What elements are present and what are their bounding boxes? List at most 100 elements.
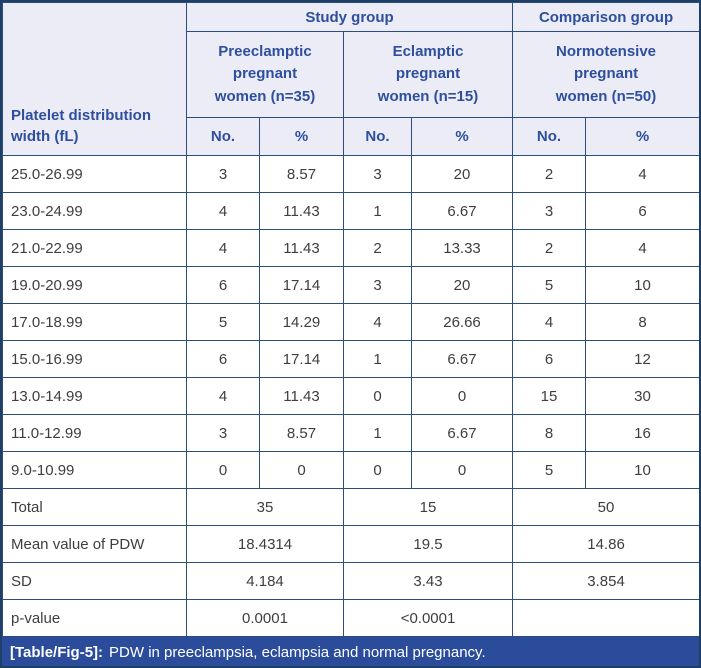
row-label: 13.0-14.99	[2, 377, 187, 415]
data-cell: 10	[585, 266, 699, 304]
data-cell: 4	[585, 229, 699, 267]
study-group-header: Study group	[185, 2, 514, 32]
data-cell: 6	[585, 192, 699, 230]
data-cell: 17.14	[259, 340, 344, 378]
data-cell: 3	[343, 266, 412, 304]
data-cell: 0	[259, 451, 344, 489]
data-cell: 11.43	[259, 192, 344, 230]
data-cell: 10	[585, 451, 699, 489]
group-header-preeclamptic: Preeclamptic pregnant women (n=35)	[186, 31, 344, 118]
data-cell: 2	[343, 229, 412, 267]
data-cell: 8.57	[259, 155, 344, 193]
row-label: 25.0-26.99	[2, 155, 187, 193]
summary-row: SD 4.184 3.43 3.854	[2, 562, 699, 600]
table-row: 17.0-18.99 5 14.29 4 26.66 4 8	[2, 303, 699, 341]
column-header-percent: %	[410, 117, 514, 156]
data-cell: 6	[512, 340, 587, 378]
summary-cell: 15	[342, 488, 514, 526]
header-row-subgroups: Preeclamptic pregnant women (n=35) Eclam…	[3, 31, 699, 118]
data-cell: 8	[512, 414, 587, 452]
pdw-table: Platelet distribution width (fL) Study g…	[2, 2, 699, 637]
data-cell: 4	[343, 303, 412, 341]
data-cell: 3	[186, 155, 260, 193]
group-header-normotensive: Normotensive pregnant women (n=50)	[512, 31, 699, 118]
table-row: 11.0-12.99 3 8.57 1 6.67 8 16	[2, 414, 699, 452]
summary-cell: 0.0001	[186, 599, 344, 637]
row-label: 11.0-12.99	[2, 414, 187, 452]
data-cell: 13.33	[410, 229, 514, 267]
data-cell: 3	[186, 414, 260, 452]
data-cell: 3	[512, 192, 587, 230]
data-cell: 0	[343, 451, 412, 489]
figure-caption: [Table/Fig-5]: PDW in preeclampsia, ecla…	[2, 637, 699, 666]
data-cell: 4	[585, 155, 699, 193]
data-cell: 17.14	[259, 266, 344, 304]
data-cell: 30	[585, 377, 699, 415]
data-cell: 6	[186, 340, 260, 378]
data-cell: 4	[186, 192, 260, 230]
data-cell: 6.67	[410, 192, 514, 230]
table-row: 21.0-22.99 4 11.43 2 13.33 2 4	[2, 229, 699, 267]
row-header-title: Platelet distribution width (fL)	[2, 2, 187, 156]
data-cell: 16	[585, 414, 699, 452]
header-row-columns: No. % No. % No. %	[3, 117, 699, 156]
data-cell: 0	[410, 377, 514, 415]
column-header-percent: %	[585, 117, 699, 156]
data-cell: 4	[186, 229, 260, 267]
row-label: 23.0-24.99	[2, 192, 187, 230]
summary-cell: 19.5	[342, 525, 514, 563]
summary-row-label: Mean value of PDW	[2, 525, 187, 563]
table-row: 19.0-20.99 6 17.14 3 20 5 10	[2, 266, 699, 304]
column-header-no: No.	[186, 117, 260, 156]
caption-tag: [Table/Fig-5]:	[10, 643, 104, 661]
data-cell: 8	[585, 303, 699, 341]
caption-text: PDW in preeclampsia, eclampsia and norma…	[109, 643, 486, 661]
data-cell: 1	[343, 192, 412, 230]
summary-cell: 3.854	[512, 562, 699, 600]
table-row: 15.0-16.99 6 17.14 1 6.67 6 12	[2, 340, 699, 378]
summary-row: Total 35 15 50	[2, 488, 699, 526]
data-cell: 6.67	[410, 414, 514, 452]
data-cell: 15	[512, 377, 587, 415]
data-cell: 20	[410, 266, 514, 304]
data-cell: 5	[186, 303, 260, 341]
row-label: 9.0-10.99	[2, 451, 187, 489]
table-body: 25.0-26.99 3 8.57 3 20 2 4 23.0-24.99 4 11.43 1 6.6…	[2, 155, 699, 637]
data-cell: 6	[186, 266, 260, 304]
row-label: 15.0-16.99	[2, 340, 187, 378]
group-header-eclamptic: Eclamptic pregnant women (n=15)	[342, 31, 514, 118]
table-row: 23.0-24.99 4 11.43 1 6.67 3 6	[2, 192, 699, 230]
summary-cell: 3.43	[342, 562, 514, 600]
data-cell: 20	[410, 155, 514, 193]
summary-cell: 35	[186, 488, 344, 526]
row-label: 21.0-22.99	[2, 229, 187, 267]
column-header-no: No.	[512, 117, 587, 156]
data-cell: 26.66	[410, 303, 514, 341]
summary-row: Mean value of PDW 18.4314 19.5 14.86	[2, 525, 699, 563]
table-row: 9.0-10.99 0 0 0 0 5 10	[2, 451, 699, 489]
data-cell: 6.67	[410, 340, 514, 378]
data-cell: 0	[186, 451, 260, 489]
data-cell: 3	[343, 155, 412, 193]
summary-cell: 50	[512, 488, 699, 526]
summary-row-label: SD	[2, 562, 187, 600]
row-label: 17.0-18.99	[2, 303, 187, 341]
row-label: 19.0-20.99	[2, 266, 187, 304]
data-cell: 5	[512, 451, 587, 489]
table-row: 25.0-26.99 3 8.57 3 20 2 4	[2, 155, 699, 193]
header-row-groups: Platelet distribution width (fL) Study g…	[2, 2, 699, 156]
data-cell: 0	[410, 451, 514, 489]
summary-row-label: p-value	[2, 599, 187, 637]
data-cell: 2	[512, 155, 587, 193]
data-cell: 12	[585, 340, 699, 378]
column-header-no: No.	[343, 117, 412, 156]
column-header-percent: %	[259, 117, 344, 156]
data-cell: 4	[186, 377, 260, 415]
data-cell: 5	[512, 266, 587, 304]
table-row: 13.0-14.99 4 11.43 0 0 15 30	[2, 377, 699, 415]
data-cell: 14.29	[259, 303, 344, 341]
data-cell: 11.43	[259, 229, 344, 267]
data-cell: 1	[343, 340, 412, 378]
data-cell: 1	[343, 414, 412, 452]
